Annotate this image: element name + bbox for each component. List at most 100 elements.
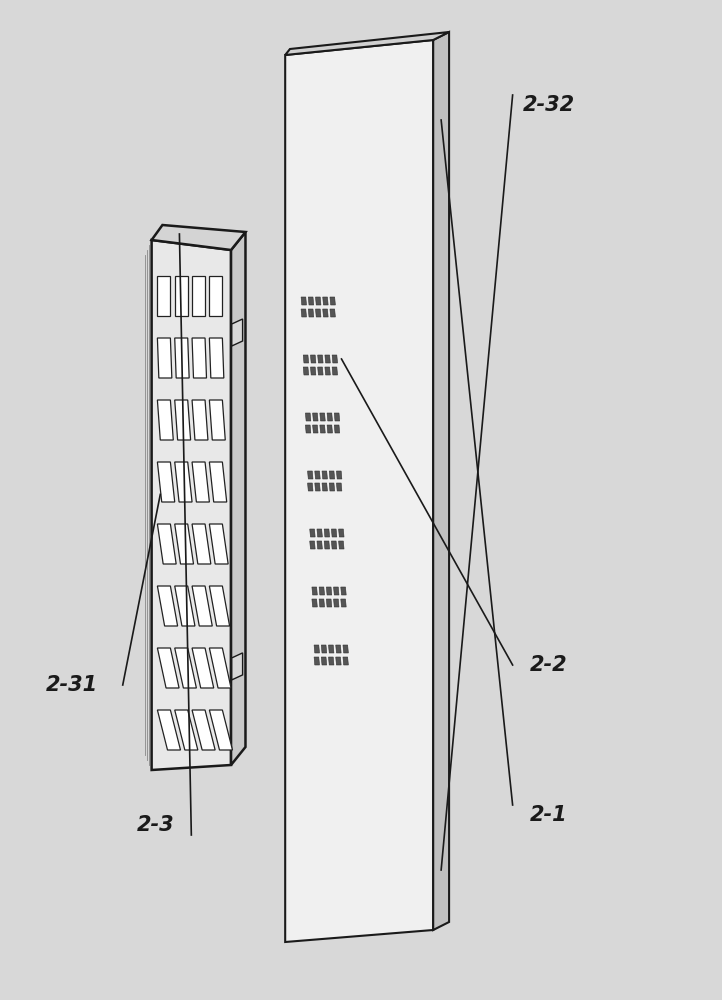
Polygon shape xyxy=(330,309,335,317)
Polygon shape xyxy=(157,648,179,688)
Polygon shape xyxy=(334,599,339,607)
Polygon shape xyxy=(192,462,209,502)
Polygon shape xyxy=(336,483,342,491)
Polygon shape xyxy=(329,657,334,665)
Polygon shape xyxy=(308,483,313,491)
Polygon shape xyxy=(316,297,321,305)
Polygon shape xyxy=(209,276,222,316)
Polygon shape xyxy=(209,648,231,688)
Polygon shape xyxy=(209,400,225,440)
Polygon shape xyxy=(310,529,315,537)
Polygon shape xyxy=(157,524,176,564)
Polygon shape xyxy=(308,471,313,479)
Polygon shape xyxy=(175,400,191,440)
Polygon shape xyxy=(192,648,214,688)
Polygon shape xyxy=(324,541,329,549)
Polygon shape xyxy=(315,483,320,491)
Polygon shape xyxy=(175,710,198,750)
Polygon shape xyxy=(320,413,325,421)
Text: 2-32: 2-32 xyxy=(523,95,575,115)
Polygon shape xyxy=(152,225,245,250)
Polygon shape xyxy=(313,413,318,421)
Polygon shape xyxy=(336,657,341,665)
Polygon shape xyxy=(303,367,308,375)
Polygon shape xyxy=(301,309,306,317)
Polygon shape xyxy=(192,400,208,440)
Polygon shape xyxy=(314,657,319,665)
Polygon shape xyxy=(336,645,341,653)
Polygon shape xyxy=(327,413,332,421)
Polygon shape xyxy=(320,425,325,433)
Polygon shape xyxy=(331,541,336,549)
Text: 2-2: 2-2 xyxy=(530,655,567,675)
Polygon shape xyxy=(325,355,330,363)
Polygon shape xyxy=(343,657,348,665)
Polygon shape xyxy=(433,32,449,930)
Polygon shape xyxy=(310,355,316,363)
Polygon shape xyxy=(232,653,243,680)
Polygon shape xyxy=(312,599,317,607)
Polygon shape xyxy=(175,338,189,378)
Polygon shape xyxy=(209,462,227,502)
Polygon shape xyxy=(192,524,211,564)
Polygon shape xyxy=(192,338,206,378)
Polygon shape xyxy=(334,425,339,433)
Polygon shape xyxy=(209,524,228,564)
Polygon shape xyxy=(310,367,316,375)
Polygon shape xyxy=(343,645,348,653)
Polygon shape xyxy=(312,587,317,595)
Polygon shape xyxy=(175,524,193,564)
Polygon shape xyxy=(341,587,346,595)
Polygon shape xyxy=(334,413,339,421)
Polygon shape xyxy=(308,309,313,317)
Polygon shape xyxy=(324,529,329,537)
Polygon shape xyxy=(318,355,323,363)
Polygon shape xyxy=(285,40,433,942)
Polygon shape xyxy=(329,483,334,491)
Polygon shape xyxy=(318,367,323,375)
Polygon shape xyxy=(157,338,172,378)
Polygon shape xyxy=(334,587,339,595)
Polygon shape xyxy=(327,425,332,433)
Text: 2-3: 2-3 xyxy=(136,815,174,835)
Polygon shape xyxy=(157,462,175,502)
Polygon shape xyxy=(192,710,215,750)
Polygon shape xyxy=(305,413,310,421)
Polygon shape xyxy=(313,425,318,433)
Polygon shape xyxy=(330,297,335,305)
Polygon shape xyxy=(157,586,178,626)
Polygon shape xyxy=(322,471,327,479)
Polygon shape xyxy=(157,400,173,440)
Polygon shape xyxy=(209,338,224,378)
Polygon shape xyxy=(316,309,321,317)
Polygon shape xyxy=(319,587,324,595)
Polygon shape xyxy=(152,240,231,770)
Polygon shape xyxy=(175,276,188,316)
Polygon shape xyxy=(315,471,320,479)
Polygon shape xyxy=(332,355,337,363)
Polygon shape xyxy=(325,367,330,375)
Polygon shape xyxy=(314,645,319,653)
Polygon shape xyxy=(232,319,243,346)
Polygon shape xyxy=(209,586,230,626)
Polygon shape xyxy=(175,462,192,502)
Polygon shape xyxy=(326,587,331,595)
Polygon shape xyxy=(341,599,346,607)
Polygon shape xyxy=(301,297,306,305)
Polygon shape xyxy=(192,276,205,316)
Polygon shape xyxy=(157,710,180,750)
Polygon shape xyxy=(308,297,313,305)
Polygon shape xyxy=(305,425,310,433)
Polygon shape xyxy=(175,648,196,688)
Polygon shape xyxy=(329,471,334,479)
Polygon shape xyxy=(339,541,344,549)
Polygon shape xyxy=(317,541,322,549)
Polygon shape xyxy=(332,367,337,375)
Polygon shape xyxy=(323,309,328,317)
Polygon shape xyxy=(326,599,331,607)
Polygon shape xyxy=(339,529,344,537)
Polygon shape xyxy=(331,529,336,537)
Polygon shape xyxy=(319,599,324,607)
Polygon shape xyxy=(303,355,308,363)
Polygon shape xyxy=(157,276,170,316)
